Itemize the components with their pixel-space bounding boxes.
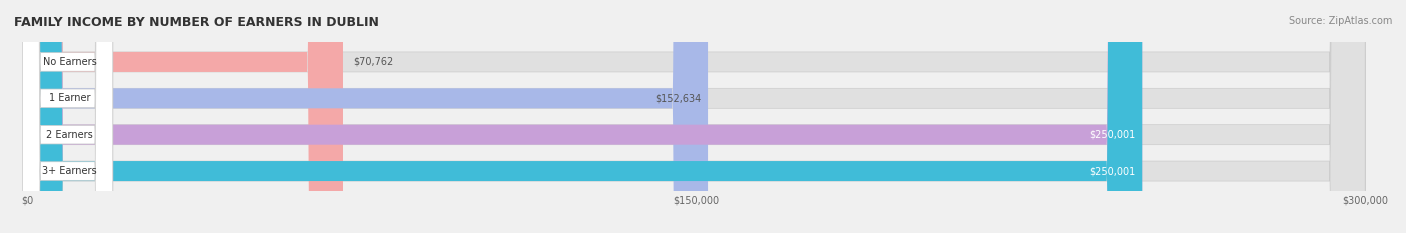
FancyBboxPatch shape [28,0,1365,233]
FancyBboxPatch shape [28,0,1142,233]
FancyBboxPatch shape [28,0,1365,233]
Text: No Earners: No Earners [42,57,97,67]
Text: $152,634: $152,634 [655,93,702,103]
Text: 2 Earners: 2 Earners [46,130,93,140]
FancyBboxPatch shape [28,0,1142,233]
FancyBboxPatch shape [28,0,709,233]
Text: 3+ Earners: 3+ Earners [42,166,97,176]
FancyBboxPatch shape [28,0,1365,233]
Text: 1 Earner: 1 Earner [49,93,90,103]
Text: FAMILY INCOME BY NUMBER OF EARNERS IN DUBLIN: FAMILY INCOME BY NUMBER OF EARNERS IN DU… [14,16,380,29]
FancyBboxPatch shape [22,0,112,233]
Text: $250,001: $250,001 [1090,166,1136,176]
Text: $70,762: $70,762 [354,57,394,67]
FancyBboxPatch shape [28,0,343,233]
FancyBboxPatch shape [22,0,112,233]
FancyBboxPatch shape [22,0,112,233]
Text: Source: ZipAtlas.com: Source: ZipAtlas.com [1288,16,1392,26]
FancyBboxPatch shape [28,0,1365,233]
FancyBboxPatch shape [22,0,112,233]
Text: $250,001: $250,001 [1090,130,1136,140]
